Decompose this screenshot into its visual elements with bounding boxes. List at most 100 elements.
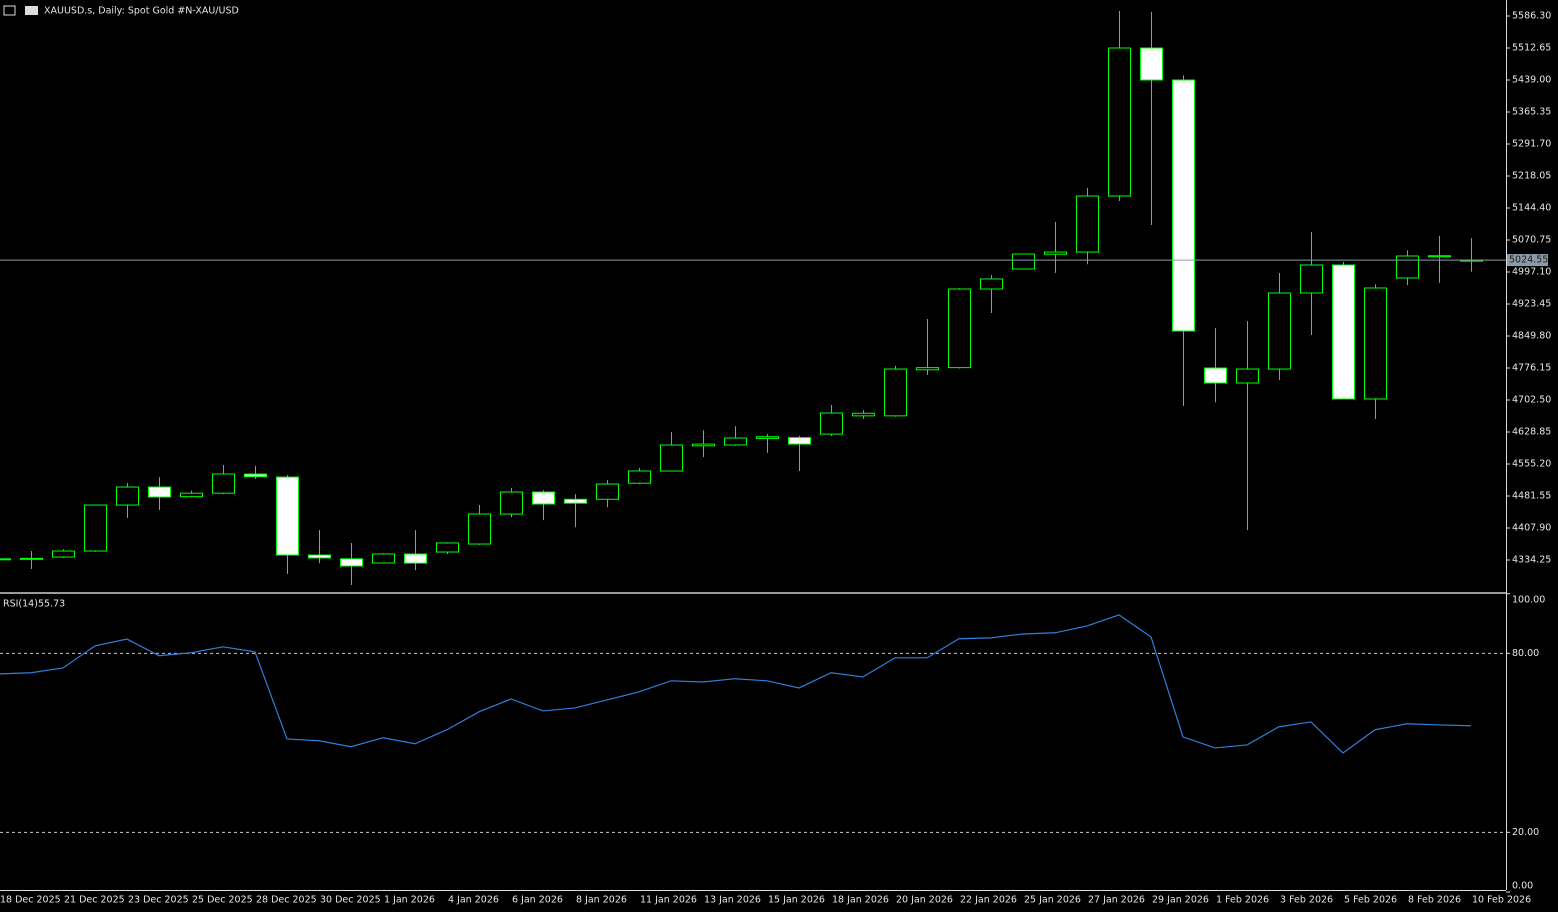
y-tick-label: 4923.45 xyxy=(1512,298,1551,309)
x-tick-label: 18 Jan 2026 xyxy=(832,895,889,906)
candle-body xyxy=(52,550,75,558)
y-tick-label: 20.00 xyxy=(1512,827,1539,838)
candle-body xyxy=(596,483,619,500)
candle-body xyxy=(244,473,267,478)
x-tick-label: 30 Dec 2025 xyxy=(320,895,381,906)
candle-body xyxy=(532,491,555,505)
candle-body xyxy=(820,412,843,435)
candle-body xyxy=(788,437,811,445)
x-tick-label: 1 Jan 2026 xyxy=(384,895,435,906)
candle-body xyxy=(756,436,779,439)
chart-icon xyxy=(25,6,38,15)
candle-body xyxy=(372,553,395,564)
x-tick-label: 27 Jan 2026 xyxy=(1088,895,1145,906)
x-tick-label: 4 Jan 2026 xyxy=(448,895,499,906)
candle-body xyxy=(404,553,427,564)
candle-body xyxy=(1236,368,1259,384)
chart-title: XAUUSD.s, Daily: Spot Gold #N-XAU/USD xyxy=(44,6,239,17)
candle-body xyxy=(1300,264,1323,294)
candle-body xyxy=(692,443,715,447)
x-tick-label: 23 Dec 2025 xyxy=(128,895,189,906)
y-tick-label: 4776.15 xyxy=(1512,362,1551,373)
candle-body xyxy=(468,513,491,545)
candle-body xyxy=(1396,255,1419,279)
x-tick-label: 25 Dec 2025 xyxy=(192,895,253,906)
y-tick-label: 4997.10 xyxy=(1512,266,1551,277)
candle-body xyxy=(1140,47,1163,81)
symbol-icon xyxy=(3,5,16,16)
y-tick-label: 5586.30 xyxy=(1512,10,1551,21)
rsi-title: RSI(14) xyxy=(3,599,38,610)
y-tick-label: 4481.55 xyxy=(1512,490,1551,501)
candle-body xyxy=(1172,79,1195,332)
y-tick-label: 4334.25 xyxy=(1512,554,1551,565)
y-tick-label: 5365.35 xyxy=(1512,106,1551,117)
y-tick-label: 4702.50 xyxy=(1512,394,1551,405)
x-tick-label: 8 Jan 2026 xyxy=(576,895,627,906)
candle-body xyxy=(340,558,363,567)
y-tick-label: 5218.05 xyxy=(1512,170,1551,181)
y-tick-label: 5070.75 xyxy=(1512,234,1551,245)
candle-body xyxy=(1076,195,1099,253)
x-tick-label: 20 Jan 2026 xyxy=(896,895,953,906)
price-label: 5024.55 xyxy=(1509,255,1548,266)
y-tick-label: 5291.70 xyxy=(1512,138,1551,149)
candle-body xyxy=(84,504,107,552)
candle-body xyxy=(564,498,587,504)
rsi-value: 55.73 xyxy=(38,599,65,610)
candle-body xyxy=(660,444,683,472)
x-tick-label: 5 Feb 2026 xyxy=(1344,895,1397,906)
candle-body xyxy=(916,367,939,371)
x-tick-label: 29 Jan 2026 xyxy=(1152,895,1209,906)
candle-body xyxy=(212,473,235,494)
candle-body xyxy=(276,476,299,556)
y-tick-label: 4555.20 xyxy=(1512,458,1551,469)
candle-body xyxy=(1108,47,1131,197)
x-tick-label: 6 Jan 2026 xyxy=(512,895,563,906)
x-tick-label: 28 Dec 2025 xyxy=(256,895,317,906)
candle-body xyxy=(1204,367,1227,384)
candle-body xyxy=(1428,255,1451,258)
x-tick-label: 10 Feb 2026 xyxy=(1472,895,1531,906)
x-tick-label: 13 Jan 2026 xyxy=(704,895,761,906)
x-tick-label: 3 Feb 2026 xyxy=(1280,895,1333,906)
y-tick-label: 4628.85 xyxy=(1512,426,1551,437)
rsi-line xyxy=(0,614,1472,754)
candle-body xyxy=(1332,264,1355,400)
y-tick-label: 5144.40 xyxy=(1512,202,1551,213)
price-label-box xyxy=(1507,254,1548,267)
candle-body xyxy=(724,437,747,446)
candle-body xyxy=(20,557,43,560)
candle-body xyxy=(180,492,203,498)
x-tick-label: 21 Dec 2025 xyxy=(64,895,125,906)
candle-body xyxy=(436,542,459,553)
candle-body xyxy=(628,470,651,484)
y-tick-label: 80.00 xyxy=(1512,648,1539,659)
candle-body xyxy=(0,558,11,561)
y-tick-label: 4849.80 xyxy=(1512,330,1551,341)
candle-body xyxy=(1364,287,1387,400)
y-tick-label: 4407.90 xyxy=(1512,522,1551,533)
candle-body xyxy=(884,368,907,417)
candle-body xyxy=(500,491,523,515)
x-tick-label: 18 Dec 2025 xyxy=(0,895,61,906)
y-tick-label: 100.00 xyxy=(1512,595,1545,606)
candle-body xyxy=(116,486,139,506)
x-tick-label: 22 Jan 2026 xyxy=(960,895,1017,906)
candle-body xyxy=(1044,251,1067,255)
x-tick-label: 15 Jan 2026 xyxy=(768,895,825,906)
y-tick-label: 0.00 xyxy=(1512,881,1533,892)
x-tick-label: 11 Jan 2026 xyxy=(640,895,697,906)
candle-body xyxy=(1012,253,1035,270)
x-tick-label: 25 Jan 2026 xyxy=(1024,895,1081,906)
x-tick-label: 8 Feb 2026 xyxy=(1408,895,1461,906)
candle-body xyxy=(948,288,971,369)
candle-body xyxy=(852,412,875,417)
candle-body xyxy=(980,278,1003,290)
candle-body xyxy=(308,554,331,559)
y-tick-label: 5439.00 xyxy=(1512,74,1551,85)
candle-body xyxy=(1268,292,1291,370)
x-tick-label: 1 Feb 2026 xyxy=(1216,895,1269,906)
